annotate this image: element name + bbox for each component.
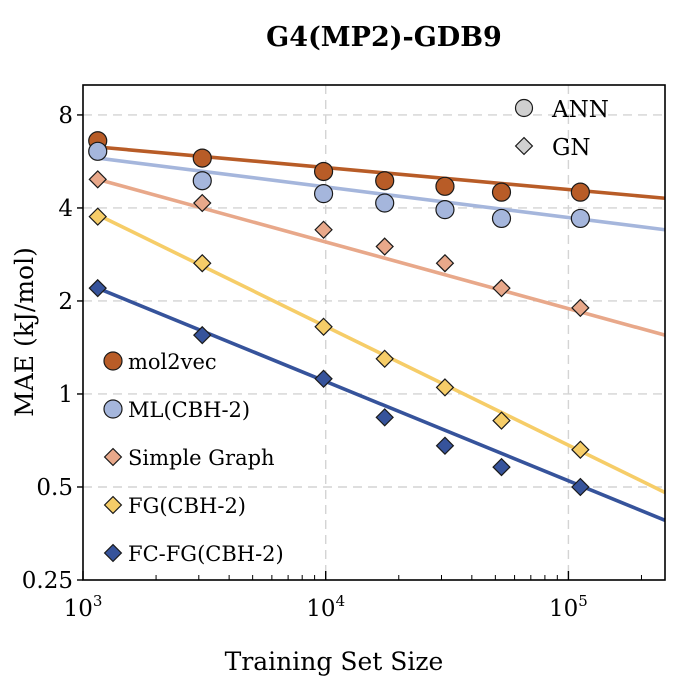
data-point <box>435 253 455 273</box>
legend-marker <box>103 543 123 563</box>
data-point <box>193 253 212 273</box>
y-tick-label: 2 <box>58 289 73 315</box>
legend-marker <box>103 495 123 515</box>
fit-lines <box>96 145 666 522</box>
y-tick-label: 4 <box>58 196 73 222</box>
x-tick-label: 104 <box>306 592 345 622</box>
legend-label: ML(CBH-2) <box>128 398 250 422</box>
legend-marker <box>103 399 123 419</box>
legend-label: Simple Graph <box>128 446 275 470</box>
legend-label: FG(CBH-2) <box>128 494 246 518</box>
plot-frame <box>82 84 666 581</box>
axis-ticks: 0.25 0.5 1 2 4 8 103 104 105 <box>22 103 642 622</box>
legend: mol2vec ML(CBH-2) Simple Graph FG(CBH-2) FC-… <box>103 350 284 566</box>
data-point <box>435 176 455 196</box>
data-point <box>314 369 333 389</box>
data-point <box>570 182 590 202</box>
data-point <box>435 200 455 220</box>
data-point <box>375 193 395 213</box>
fit-line <box>97 286 666 522</box>
y-axis-label: MAE (kJ/mol) <box>10 247 39 417</box>
data-point <box>193 193 212 213</box>
data-point <box>492 411 511 430</box>
x-tick-label: 105 <box>549 592 588 622</box>
data-point <box>375 171 395 191</box>
legend-marker <box>103 447 123 467</box>
data-point <box>313 184 334 204</box>
legend-label: FC-FG(CBH-2) <box>128 542 284 566</box>
data-point <box>375 349 394 369</box>
marker-legend: ANN GN <box>514 97 609 161</box>
data-point <box>492 278 511 298</box>
data-point <box>88 207 107 226</box>
marker-legend-label: GN <box>552 135 591 161</box>
data-point <box>435 436 455 455</box>
data-point <box>491 182 512 202</box>
data-point <box>193 325 212 345</box>
data-point <box>570 208 590 229</box>
y-tick-label: 0.25 <box>22 568 73 594</box>
legend-marker <box>103 351 123 371</box>
data-point <box>491 208 512 229</box>
data-point <box>314 317 333 337</box>
fit-line <box>97 177 666 337</box>
data-point <box>313 161 334 182</box>
data-point <box>571 477 590 497</box>
y-tick-label: 0.5 <box>36 475 73 501</box>
data-point <box>375 237 394 256</box>
data-point <box>88 141 108 161</box>
chart-title: G4(MP2)-GDB9 <box>266 22 502 53</box>
y-tick-label: 8 <box>58 103 73 129</box>
data-point <box>571 440 590 459</box>
y-tick-label: 1 <box>58 382 73 408</box>
data-point <box>88 278 107 298</box>
fit-line <box>97 156 666 232</box>
marker-legend-label: ANN <box>551 97 609 123</box>
marker-legend-symbol <box>514 136 534 156</box>
data-point <box>492 457 511 477</box>
data-point <box>314 220 333 240</box>
data-point <box>192 171 212 191</box>
x-axis-label: Training Set Size <box>225 647 444 676</box>
marker-legend-symbol <box>514 98 534 118</box>
data-point <box>88 170 107 189</box>
data-point <box>571 298 590 318</box>
legend-label: mol2vec <box>128 350 217 374</box>
x-tick-label: 103 <box>64 592 103 622</box>
data-point <box>375 408 394 427</box>
data-points <box>88 131 590 497</box>
data-point <box>435 378 455 397</box>
data-point <box>192 148 212 168</box>
